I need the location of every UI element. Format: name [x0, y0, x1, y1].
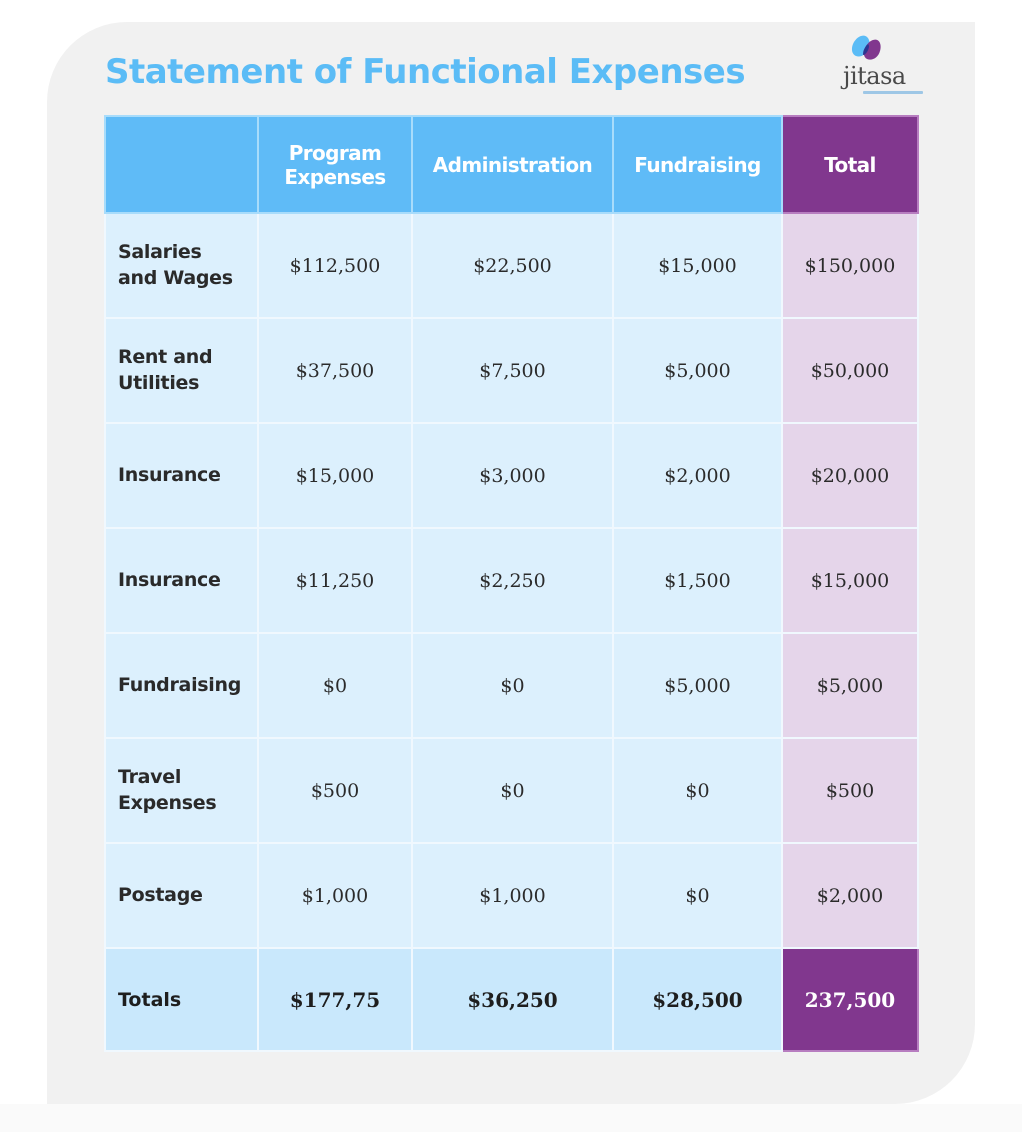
- cell-total: $150,000: [781, 212, 919, 319]
- totals-label: Totals: [104, 947, 259, 1052]
- cell-total: $20,000: [781, 422, 919, 529]
- grand-total: 237,500: [781, 947, 919, 1052]
- cell-program: $500: [257, 737, 413, 844]
- header-program-expenses: Program Expenses: [257, 115, 413, 214]
- totals-program: $177,75: [257, 947, 413, 1052]
- cell-fundraising: $0: [612, 737, 783, 844]
- header-empty: [104, 115, 259, 214]
- cell-program: $15,000: [257, 422, 413, 529]
- page-title: Statement of Functional Expenses: [105, 52, 746, 92]
- cell-administration: $22,500: [411, 212, 614, 319]
- cell-program: $0: [257, 632, 413, 739]
- table-row: Fundraising $0 $0 $5,000 $5,000: [104, 632, 919, 739]
- cell-program: $1,000: [257, 842, 413, 949]
- cell-administration: $0: [411, 737, 614, 844]
- row-label: Rent and Utilities: [104, 317, 259, 424]
- jitasa-logo: jitasa: [843, 34, 933, 104]
- cell-administration: $3,000: [411, 422, 614, 529]
- row-label-line2: and Wages: [118, 266, 233, 289]
- row-label-line2: Utilities: [118, 371, 200, 394]
- footer-strip: [0, 1104, 1022, 1132]
- cell-fundraising: $1,500: [612, 527, 783, 634]
- header-total: Total: [781, 115, 919, 214]
- cell-total: $50,000: [781, 317, 919, 424]
- logo-tagline: [863, 91, 923, 94]
- cell-fundraising: $5,000: [612, 317, 783, 424]
- row-label-line1: Salaries: [118, 240, 202, 263]
- totals-fundraising: $28,500: [612, 947, 783, 1052]
- row-label: Salaries and Wages: [104, 212, 259, 319]
- row-label: Travel Expenses: [104, 737, 259, 844]
- cell-fundraising: $2,000: [612, 422, 783, 529]
- statement-card: Statement of Functional Expenses jitasa …: [47, 22, 975, 1104]
- logo-wordmark: jitasa: [843, 62, 906, 90]
- table-row: Insurance $11,250 $2,250 $1,500 $15,000: [104, 527, 919, 634]
- row-label: Fundraising: [104, 632, 259, 739]
- cell-total: $500: [781, 737, 919, 844]
- header-program-line2: Expenses: [284, 164, 386, 189]
- cell-program: $37,500: [257, 317, 413, 424]
- header-row: Program Expenses Administration Fundrais…: [104, 115, 919, 214]
- overlapping-leaf-icon: [851, 35, 881, 60]
- totals-row: Totals $177,75 $36,250 $28,500 237,500: [104, 947, 919, 1052]
- cell-administration: $2,250: [411, 527, 614, 634]
- cell-fundraising: $5,000: [612, 632, 783, 739]
- cell-fundraising: $15,000: [612, 212, 783, 319]
- header-administration: Administration: [411, 115, 614, 214]
- table-row: Salaries and Wages $112,500 $22,500 $15,0…: [104, 212, 919, 319]
- cell-program: $112,500: [257, 212, 413, 319]
- row-label: Postage: [104, 842, 259, 949]
- table-row: Postage $1,000 $1,000 $0 $2,000: [104, 842, 919, 949]
- row-label-line1: Travel: [118, 765, 182, 788]
- header-fundraising: Fundraising: [612, 115, 783, 214]
- row-label: Insurance: [104, 527, 259, 634]
- row-label: Insurance: [104, 422, 259, 529]
- cell-administration: $1,000: [411, 842, 614, 949]
- table-row: Insurance $15,000 $3,000 $2,000 $20,000: [104, 422, 919, 529]
- table-row: Rent and Utilities $37,500 $7,500 $5,000 …: [104, 317, 919, 424]
- cell-total: $15,000: [781, 527, 919, 634]
- cell-fundraising: $0: [612, 842, 783, 949]
- cell-administration: $0: [411, 632, 614, 739]
- functional-expenses-table: Program Expenses Administration Fundrais…: [104, 115, 919, 1052]
- cell-administration: $7,500: [411, 317, 614, 424]
- cell-program: $11,250: [257, 527, 413, 634]
- header-program-line1: Program: [288, 140, 382, 165]
- cell-total: $5,000: [781, 632, 919, 739]
- table-row: Travel Expenses $500 $0 $0 $500: [104, 737, 919, 844]
- cell-total: $2,000: [781, 842, 919, 949]
- totals-administration: $36,250: [411, 947, 614, 1052]
- row-label-line2: Expenses: [118, 791, 217, 814]
- row-label-line1: Rent and: [118, 345, 213, 368]
